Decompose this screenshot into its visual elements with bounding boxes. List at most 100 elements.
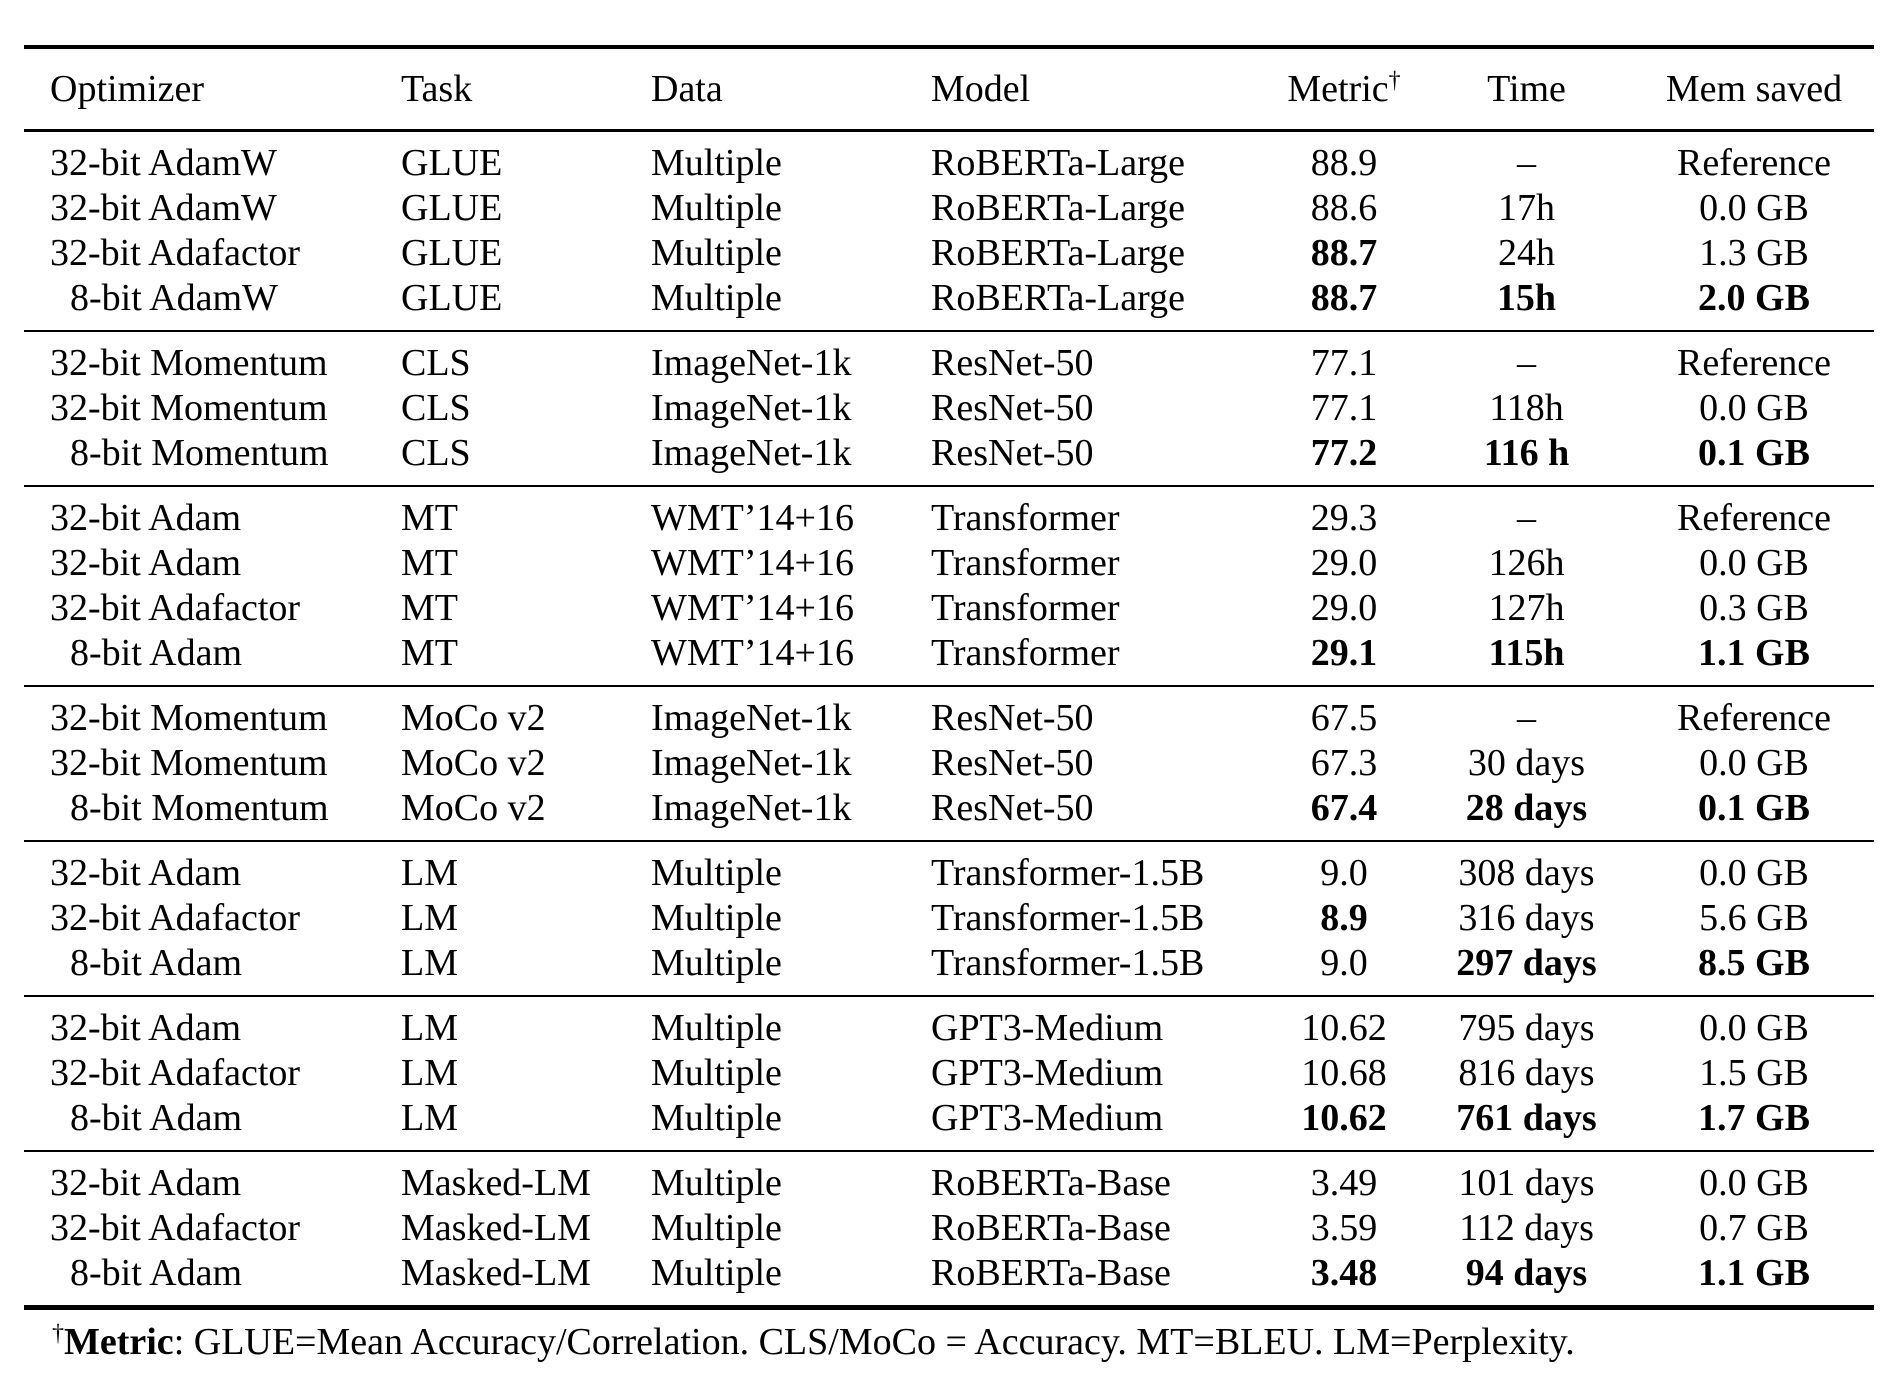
time-cell: 118h — [1489, 387, 1564, 429]
metric-cell: 77.2 — [1310, 432, 1378, 474]
dagger-icon: † — [1388, 67, 1401, 94]
model-cell: RoBERTa-Large — [931, 142, 1185, 184]
footnote-dagger-icon: † — [52, 1320, 64, 1347]
data-cell: Multiple — [651, 1097, 782, 1139]
optimizer-cell: 32-bit Adafactor — [50, 1052, 301, 1094]
table-row: 32-bit AdamW GLUE Multiple RoBERTa-Large 88.… — [24, 131, 1874, 187]
metric-cell: 67.4 — [1310, 787, 1378, 829]
optimizer-cell: 32-bit AdamW — [50, 187, 277, 229]
table-row: 32-bit Momentum CLS ImageNet-1k ResNet-50 77… — [24, 331, 1874, 386]
task-cell: LM — [401, 1007, 458, 1049]
time-cell: 297 days — [1456, 942, 1597, 984]
row-group: 32-bit Adam MT WMT’14+16 Transformer 29.3 – Re… — [24, 486, 1874, 686]
mem-saved-cell: 8.5 GB — [1698, 942, 1810, 984]
table-header: Optimizer Task Data Model Metric† Time M… — [24, 47, 1874, 132]
model-cell: ResNet-50 — [931, 697, 1094, 739]
mem-saved-cell: 0.0 GB — [1699, 387, 1809, 429]
time-cell: 15h — [1496, 277, 1557, 319]
task-cell: MoCo v2 — [401, 742, 546, 784]
metric-cell: 88.6 — [1310, 187, 1378, 229]
mem-saved-cell: 0.0 GB — [1699, 1162, 1809, 1204]
column-header-time: Time — [1419, 47, 1634, 132]
optimizer-cell: 32-bit Momentum — [50, 387, 328, 429]
model-cell: GPT3-Medium — [931, 1097, 1164, 1139]
data-cell: Multiple — [651, 277, 782, 319]
task-cell: MT — [401, 632, 458, 674]
table-row: 32-bit Momentum MoCo v2 ImageNet-1k ResNet-… — [24, 686, 1874, 741]
table-row: 32-bit Adam LM Multiple GPT3-Medium 10.62 795… — [24, 996, 1874, 1051]
data-cell: WMT’14+16 — [651, 632, 854, 674]
data-cell: Multiple — [651, 1207, 782, 1249]
data-cell: WMT’14+16 — [651, 542, 854, 584]
model-cell: RoBERTa-Base — [931, 1207, 1171, 1249]
data-cell: Multiple — [651, 1252, 782, 1294]
data-cell: Multiple — [651, 942, 782, 984]
optimizer-cell: 32-bit AdamW — [50, 142, 277, 184]
task-cell: GLUE — [401, 187, 503, 229]
data-cell: WMT’14+16 — [651, 497, 854, 539]
model-cell: ResNet-50 — [931, 342, 1094, 384]
task-cell: LM — [401, 1052, 458, 1094]
table-footnote: †Metric: GLUE=Mean Accuracy/Correlation.… — [24, 1319, 1874, 1365]
task-cell: LM — [401, 897, 458, 939]
header-row: Optimizer Task Data Model Metric† Time M… — [24, 47, 1874, 132]
mem-saved-cell: 1.1 GB — [1698, 1252, 1810, 1294]
metric-cell: 77.1 — [1310, 387, 1378, 429]
model-cell: RoBERTa-Large — [931, 232, 1185, 274]
table-row: 32-bit Adafactor LM Multiple Transformer-1.… — [24, 896, 1874, 941]
mem-saved-cell: 0.0 GB — [1699, 542, 1809, 584]
task-cell: LM — [401, 852, 458, 894]
optimizer-cell: 8-bit Adam — [70, 1097, 243, 1139]
model-cell: Transformer — [931, 632, 1120, 674]
mem-saved-cell: 1.1 GB — [1698, 632, 1810, 674]
optimizer-cell: 32-bit Adafactor — [50, 897, 301, 939]
task-cell: MoCo v2 — [401, 787, 546, 829]
mem-saved-cell: 0.0 GB — [1699, 742, 1809, 784]
optimizer-cell: 8-bit Adam — [70, 1252, 243, 1294]
metric-cell: 67.5 — [1310, 697, 1378, 739]
model-cell: Transformer-1.5B — [931, 897, 1205, 939]
mem-saved-cell: Reference — [1677, 142, 1831, 184]
model-cell: GPT3-Medium — [931, 1007, 1164, 1049]
task-cell: CLS — [401, 432, 471, 474]
metric-cell: 29.3 — [1310, 497, 1378, 539]
time-cell: 127h — [1488, 587, 1565, 629]
task-cell: GLUE — [401, 142, 503, 184]
metric-cell: 29.0 — [1310, 542, 1378, 584]
column-header-optimizer: Optimizer — [24, 47, 394, 132]
metric-cell: 3.59 — [1310, 1207, 1378, 1249]
mem-saved-cell: 2.0 GB — [1698, 277, 1810, 319]
footnote-metric-label: Metric — [64, 1321, 174, 1363]
data-cell: Multiple — [651, 1162, 782, 1204]
optimizer-cell: 32-bit Adam — [50, 542, 242, 584]
optimizer-cell: 8-bit Adam — [70, 942, 243, 984]
time-cell: 24h — [1498, 232, 1555, 274]
table-row: 32-bit Adam Masked-LM Multiple RoBERTa-Base… — [24, 1151, 1874, 1206]
time-cell: 30 days — [1467, 742, 1586, 784]
model-cell: GPT3-Medium — [931, 1052, 1164, 1094]
row-group: 32-bit Adam Masked-LM Multiple RoBERTa-Base… — [24, 1151, 1874, 1308]
table-row: 8-bit AdamW GLUE Multiple RoBERTa-Large 88.7… — [24, 276, 1874, 331]
table-row: 8-bit Adam Masked-LM Multiple RoBERTa-Base 3… — [24, 1251, 1874, 1308]
time-cell: 28 days — [1465, 787, 1588, 829]
optimizer-cell: 32-bit Momentum — [50, 697, 328, 739]
column-header-data: Data — [644, 47, 924, 132]
model-cell: Transformer-1.5B — [931, 942, 1205, 984]
metric-cell: 88.7 — [1310, 277, 1378, 319]
row-group: 32-bit Momentum CLS ImageNet-1k ResNet-50 77… — [24, 331, 1874, 486]
metric-cell: 10.68 — [1301, 1052, 1387, 1094]
metric-cell: 9.0 — [1320, 942, 1368, 984]
task-cell: MoCo v2 — [401, 697, 546, 739]
table-row: 8-bit Momentum CLS ImageNet-1k ResNet-50 77.… — [24, 431, 1874, 486]
metric-cell: 10.62 — [1301, 1007, 1387, 1049]
table-row: 8-bit Adam LM Multiple Transformer-1.5B 9.0 2… — [24, 941, 1874, 996]
data-cell: Multiple — [651, 852, 782, 894]
column-header-model: Model — [924, 47, 1269, 132]
time-cell: 116 h — [1483, 432, 1570, 474]
metric-cell: 67.3 — [1310, 742, 1378, 784]
table-row: 32-bit Momentum MoCo v2 ImageNet-1k ResNet-… — [24, 741, 1874, 786]
data-cell: Multiple — [651, 232, 782, 274]
optimizer-cell: 32-bit Adam — [50, 1162, 242, 1204]
table-row: 32-bit Adam MT WMT’14+16 Transformer 29.0 126… — [24, 541, 1874, 586]
